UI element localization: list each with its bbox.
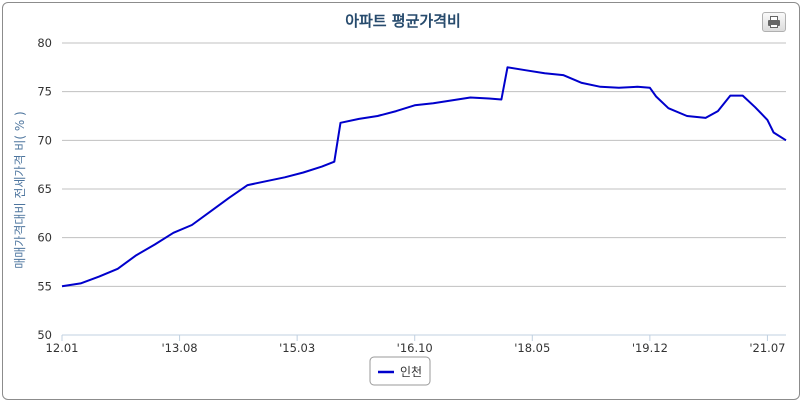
chart-frame (2, 2, 800, 400)
y-axis-label: 매매가격대비 전세가격 비( % ) (13, 111, 27, 268)
y-tick-label: 75 (37, 85, 52, 99)
grid (62, 42, 786, 336)
y-tick-label: 55 (37, 279, 52, 293)
y-axis-ticks: 50 55 60 65 70 75 80 (37, 36, 52, 342)
x-tick-label: '16.10 (397, 341, 433, 355)
y-tick-label: 50 (37, 328, 52, 342)
series-line-0 (61, 66, 787, 288)
legend-label: 인천 (400, 364, 422, 379)
print-button[interactable] (762, 12, 786, 32)
y-tick-label: 60 (37, 231, 52, 245)
series-layer (61, 66, 787, 288)
chart-title: 아파트 평균가격비 (345, 12, 461, 30)
x-tick-label: '21.07 (749, 341, 785, 355)
x-tick-label: '15.03 (279, 341, 315, 355)
x-tick-label: '18.05 (514, 341, 550, 355)
x-tick-label: '13.08 (162, 341, 198, 355)
x-tick-label: '19.12 (632, 341, 668, 355)
x-axis-ticks: 12.01 '13.08 '15.03 '16.10 '18.05 '19.12 '21.0… (46, 335, 785, 355)
y-tick-label: 70 (37, 133, 52, 147)
legend[interactable]: 인천 (369, 356, 431, 386)
legend-box (369, 356, 431, 386)
y-tick-label: 65 (37, 182, 52, 196)
y-tick-label: 80 (37, 36, 52, 50)
x-tick-label: 12.01 (46, 341, 79, 355)
